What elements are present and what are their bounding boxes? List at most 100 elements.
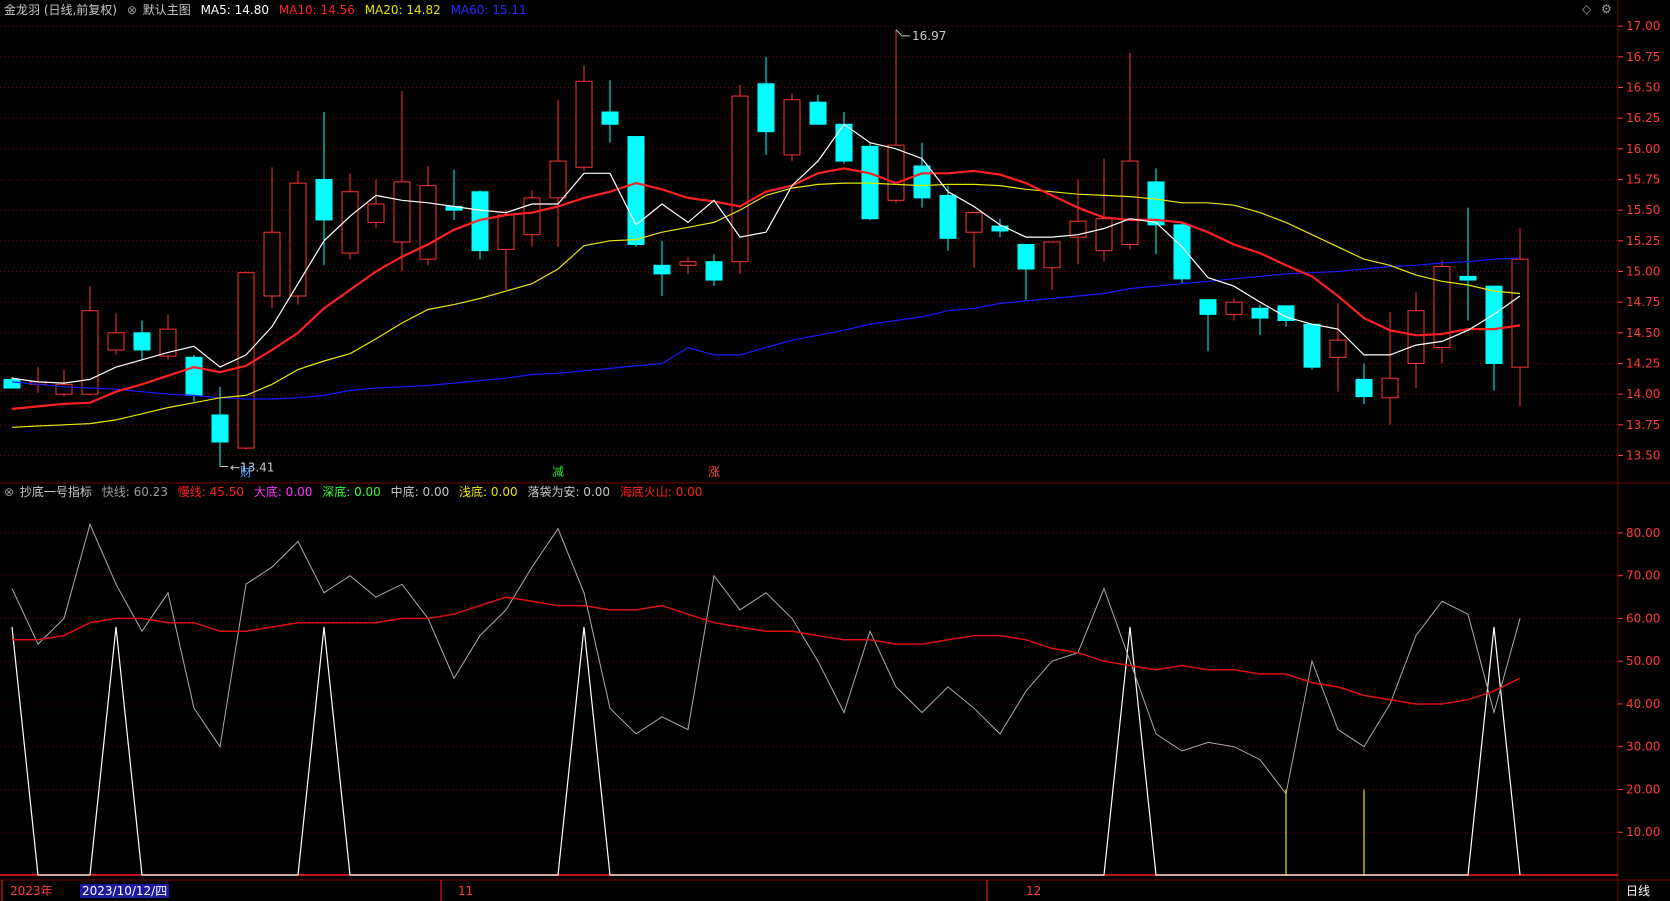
price-tick-label: 16.25 xyxy=(1626,111,1660,125)
candle-body xyxy=(835,123,853,162)
indicator-tick-label: 70.00 xyxy=(1626,569,1660,583)
candle-body xyxy=(289,182,307,297)
candle xyxy=(835,112,853,164)
month-nov-label: 11 xyxy=(458,884,474,898)
price-tick-label: 14.25 xyxy=(1626,356,1660,370)
candle-body xyxy=(1329,339,1347,358)
candle-body xyxy=(601,111,619,125)
candle-body xyxy=(705,261,723,281)
price-tick-label: 15.75 xyxy=(1626,172,1660,186)
candle xyxy=(1173,222,1191,284)
candle xyxy=(367,179,385,229)
candle xyxy=(445,169,463,220)
candle-body xyxy=(783,99,801,156)
ma5-line xyxy=(11,123,1521,384)
ma60-label: MA60: 15.11 xyxy=(450,3,527,17)
candle xyxy=(1225,298,1243,321)
price-tick-label: 13.75 xyxy=(1626,418,1660,432)
stock-name-label[interactable]: 金龙羽 (日线,前复权) xyxy=(4,3,117,17)
indicator-header: ⊗ 抄底一号指标 快线: 60.23 慢线: 45.50 大底: 0.00 深底… xyxy=(4,485,708,499)
collapse-icon[interactable]: ⊗ xyxy=(4,485,15,499)
candle xyxy=(757,56,775,155)
candle-body xyxy=(1459,275,1477,281)
candle xyxy=(1355,363,1373,404)
high-price-label: 16.97 xyxy=(912,29,946,43)
collapse-icon[interactable]: ⊗ xyxy=(126,3,137,17)
candle xyxy=(211,386,229,467)
candle xyxy=(1017,243,1035,300)
candle-body xyxy=(1355,378,1373,398)
indicator-tick-label: 40.00 xyxy=(1626,697,1660,711)
candle-body xyxy=(731,95,749,263)
slow-label: 慢线: 45.50 xyxy=(177,485,244,499)
candle-body xyxy=(1225,301,1243,315)
candle xyxy=(1381,311,1399,425)
candle-body xyxy=(1147,181,1165,226)
candle-body xyxy=(757,83,775,133)
candle xyxy=(471,190,489,260)
candle-body xyxy=(107,332,125,351)
candle xyxy=(523,190,541,247)
candle xyxy=(1121,53,1139,250)
candle xyxy=(575,65,593,171)
price-tick-label: 15.00 xyxy=(1626,264,1660,278)
candle xyxy=(341,173,359,260)
candle xyxy=(939,185,957,251)
cursor-date-label: 2023/10/12/四 xyxy=(80,884,170,898)
month-dec-label: 12 xyxy=(1026,884,1042,898)
mid-bottom-label: 中底: 0.00 xyxy=(390,485,450,499)
price-tick-label: 17.00 xyxy=(1626,19,1660,33)
candle xyxy=(1147,168,1165,255)
candle xyxy=(1329,303,1347,392)
price-tick-label: 14.00 xyxy=(1626,387,1660,401)
candle xyxy=(289,170,307,305)
candle-body xyxy=(3,378,21,389)
big-bottom-label: 大底: 0.00 xyxy=(253,485,313,499)
candle xyxy=(107,313,125,355)
candle xyxy=(731,85,749,274)
low-price-label: ←13.41 xyxy=(230,461,274,475)
indicator-tick-label: 60.00 xyxy=(1626,611,1660,625)
candle xyxy=(965,212,983,268)
candle-body xyxy=(315,178,333,221)
candle xyxy=(315,112,333,266)
indicator-tick-label: 50.00 xyxy=(1626,654,1660,668)
ma10-label: MA10: 14.56 xyxy=(278,3,355,17)
candle-body xyxy=(1173,224,1191,280)
candle-body xyxy=(497,214,515,250)
candle-body xyxy=(653,264,671,275)
candle xyxy=(887,29,905,203)
candle xyxy=(133,320,151,360)
indicator-tick-label: 10.00 xyxy=(1626,825,1660,839)
indicator-name[interactable]: 抄底一号指标 xyxy=(19,485,92,499)
candle-body xyxy=(1381,377,1399,399)
price-tick-label: 13.50 xyxy=(1626,448,1660,462)
candle-body xyxy=(991,225,1009,232)
year-label: 2023年 xyxy=(10,884,53,898)
price-tick-label: 14.75 xyxy=(1626,295,1660,309)
candle-body xyxy=(1485,285,1503,364)
diamond-icon[interactable]: ◇ xyxy=(1582,2,1592,16)
event-marker: 减 xyxy=(552,465,564,479)
candle-body xyxy=(341,191,359,254)
template-label[interactable]: 默认主图 xyxy=(142,3,191,17)
fast-label: 快线: 60.23 xyxy=(101,485,168,499)
price-tick-label: 16.50 xyxy=(1626,80,1660,94)
candle xyxy=(1095,158,1113,262)
candle-body xyxy=(471,191,489,252)
candle-body xyxy=(1251,307,1269,319)
candle-body xyxy=(887,144,905,201)
ma60-line xyxy=(11,257,1521,400)
slow-line xyxy=(12,596,1521,705)
settings-icon[interactable]: ⚙ xyxy=(1601,2,1612,16)
candle-body xyxy=(549,160,567,199)
candle xyxy=(81,286,99,396)
candle-body xyxy=(81,310,99,395)
candle xyxy=(705,254,723,287)
ma5-label: MA5: 14.80 xyxy=(200,3,269,17)
period-button[interactable]: 日线 xyxy=(1626,884,1651,898)
ma10-line xyxy=(11,167,1521,410)
price-tick-label: 15.50 xyxy=(1626,203,1660,217)
candle-body xyxy=(1043,241,1061,269)
